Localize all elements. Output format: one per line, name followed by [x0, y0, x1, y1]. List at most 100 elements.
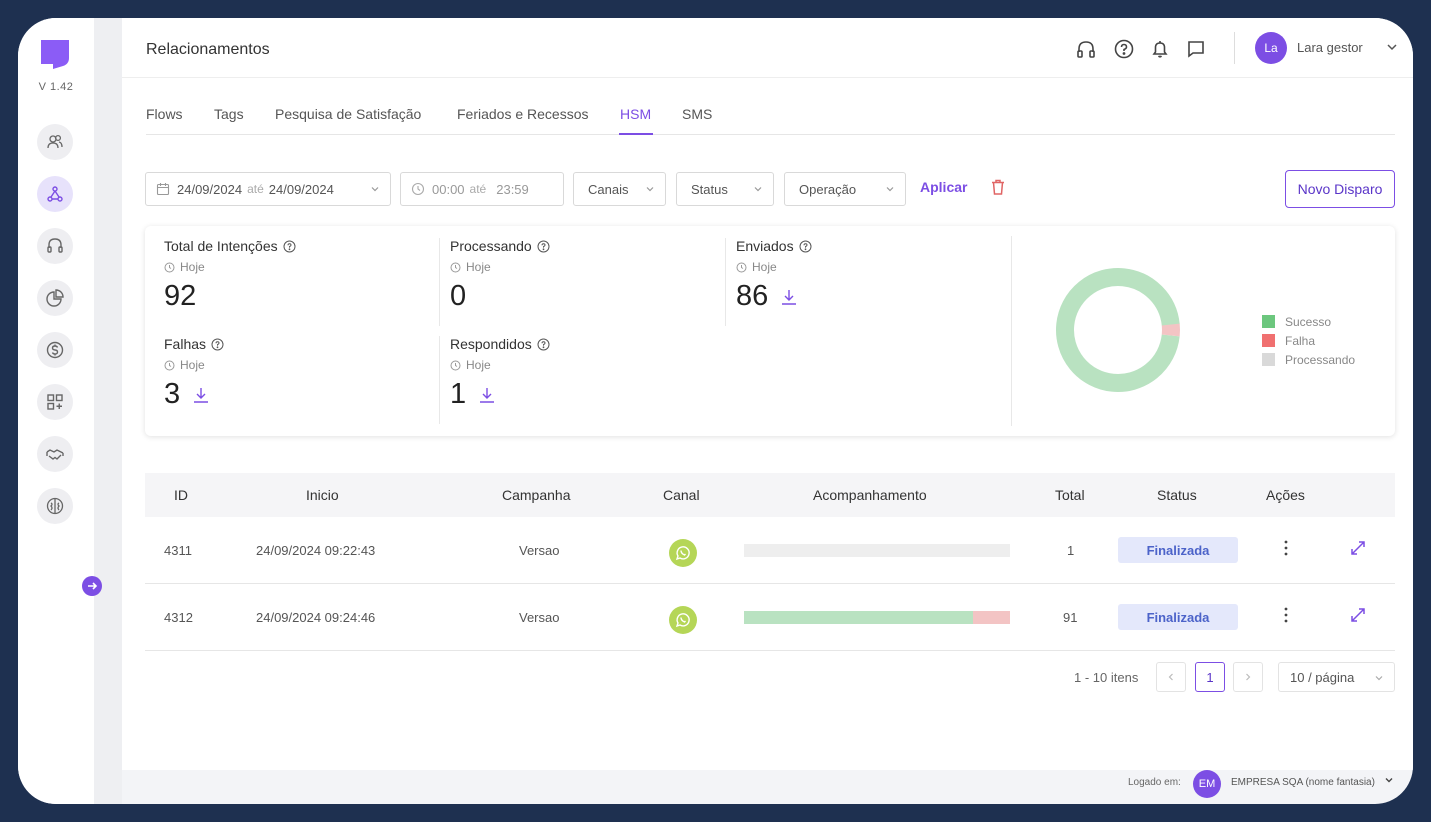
- progress-fail: [972, 611, 1010, 624]
- chevron-down-icon[interactable]: [1385, 40, 1399, 54]
- whatsapp-icon: [669, 606, 697, 634]
- app-frame: V 1.42 Relacionamentos: [18, 18, 1413, 804]
- time-to: 23:59: [496, 181, 529, 197]
- help-circle-icon[interactable]: [537, 240, 550, 253]
- tab-flows[interactable]: Flows: [146, 106, 183, 122]
- column-header-campanha[interactable]: Campanha: [502, 487, 571, 503]
- legend-swatch: [1262, 315, 1275, 328]
- logged-in-label: Logado em:: [1128, 777, 1181, 788]
- column-header-acompanhamento[interactable]: Acompanhamento: [813, 487, 927, 503]
- expand-icon[interactable]: [1349, 606, 1367, 624]
- help-circle-icon[interactable]: [211, 338, 224, 351]
- column-header-total[interactable]: Total: [1055, 487, 1085, 503]
- network-icon: [47, 186, 63, 202]
- legend-swatch: [1262, 353, 1275, 366]
- stat-respondidos: Respondidos Hoje 1: [450, 336, 550, 411]
- next-page-button[interactable]: [1233, 662, 1263, 692]
- more-vertical-icon[interactable]: [1283, 606, 1289, 624]
- chat-icon[interactable]: [1185, 38, 1207, 60]
- date-from: 24/09/2024: [177, 181, 243, 197]
- sidebar-item-reports[interactable]: [37, 280, 73, 316]
- column-header-status[interactable]: Status: [1157, 487, 1197, 503]
- date-range-picker[interactable]: 24/09/2024 até 24/09/2024: [145, 172, 391, 206]
- sidebar-item-network[interactable]: [37, 176, 73, 212]
- download-icon[interactable]: [192, 386, 210, 404]
- sidebar-item-ai[interactable]: [37, 488, 73, 524]
- sidebar-item-support[interactable]: [37, 228, 73, 264]
- bell-icon[interactable]: [1149, 38, 1171, 60]
- legend-item-sucesso: Sucesso: [1262, 312, 1355, 331]
- page-size-value: 10 / página: [1290, 669, 1355, 685]
- chevron-down-icon[interactable]: [1384, 775, 1394, 785]
- progress-success: [744, 611, 973, 624]
- tab-tags[interactable]: Tags: [214, 106, 244, 122]
- canais-placeholder: Canais: [588, 181, 629, 197]
- download-icon[interactable]: [780, 288, 798, 306]
- download-icon[interactable]: [478, 386, 496, 404]
- headset-icon: [47, 238, 63, 253]
- tab-feriados-recessos[interactable]: Feriados e Recessos: [457, 106, 589, 122]
- cell-id: 4312: [164, 610, 193, 625]
- status-badge: Finalizada: [1118, 537, 1238, 563]
- status-select[interactable]: Status: [676, 172, 774, 206]
- novo-disparo-button[interactable]: Novo Disparo: [1285, 170, 1395, 208]
- main-content: Relacionamentos La Lara gestor Flows Tag…: [122, 18, 1413, 770]
- stat-label: Processando: [450, 238, 532, 254]
- canais-select[interactable]: Canais: [573, 172, 666, 206]
- column-header-inicio[interactable]: Inicio: [306, 487, 339, 503]
- cell-campanha: Versao: [519, 543, 560, 558]
- sidebar-item-users[interactable]: [37, 124, 73, 160]
- clock-icon: [411, 182, 425, 196]
- user-name[interactable]: Lara gestor: [1297, 40, 1363, 55]
- cell-campanha: Versao: [519, 610, 560, 625]
- time-range-picker[interactable]: 00:00 até 23:59: [400, 172, 564, 206]
- time-separator: até: [469, 182, 487, 196]
- stat-period: Hoje: [180, 260, 205, 274]
- cell-inicio: 24/09/2024 09:24:46: [256, 610, 376, 625]
- company-avatar[interactable]: EM: [1193, 770, 1221, 798]
- chevron-down-icon: [646, 187, 654, 192]
- help-circle-icon[interactable]: [799, 240, 812, 253]
- table-row[interactable]: 4312 24/09/2024 09:24:46 Versao 91 Final…: [145, 584, 1395, 651]
- more-vertical-icon[interactable]: [1283, 539, 1289, 557]
- page-size-select[interactable]: 10 / página: [1278, 662, 1395, 692]
- user-avatar[interactable]: La: [1255, 32, 1287, 64]
- sidebar-item-partners[interactable]: [37, 436, 73, 472]
- arrow-right-icon: [88, 582, 98, 590]
- status-placeholder: Status: [691, 181, 728, 197]
- donut-legend: Sucesso Falha Processando: [1262, 312, 1355, 369]
- tab-pesquisa-satisfacao[interactable]: Pesquisa de Satisfação: [275, 106, 422, 122]
- headphones-icon[interactable]: [1075, 38, 1097, 60]
- app-version: V 1.42: [38, 81, 74, 93]
- operacao-select[interactable]: Operação: [784, 172, 906, 206]
- stat-label: Enviados: [736, 238, 794, 254]
- tab-sms[interactable]: SMS: [682, 106, 713, 122]
- prev-page-button[interactable]: [1156, 662, 1186, 692]
- apply-button[interactable]: Aplicar: [920, 179, 968, 195]
- stat-label: Respondidos: [450, 336, 532, 352]
- help-circle-icon[interactable]: [537, 338, 550, 351]
- sidebar-item-apps[interactable]: [37, 384, 73, 420]
- page-button-current[interactable]: 1: [1195, 662, 1225, 692]
- calendar-icon: [156, 183, 170, 196]
- donut-segment-fail: [1056, 268, 1180, 392]
- tab-hsm[interactable]: HSM: [620, 106, 652, 122]
- top-bar: Relacionamentos La Lara gestor: [122, 18, 1413, 78]
- trash-icon[interactable]: [989, 178, 1007, 196]
- company-name[interactable]: EMPRESA SQA (nome fantasia): [1231, 777, 1375, 788]
- column-header-id[interactable]: ID: [174, 487, 188, 503]
- expand-icon[interactable]: [1349, 539, 1367, 557]
- app-logo-icon[interactable]: [39, 38, 71, 70]
- table-row[interactable]: 4311 24/09/2024 09:22:43 Versao 1 Finali…: [145, 517, 1395, 584]
- sidebar-item-finance[interactable]: [37, 332, 73, 368]
- help-circle-icon[interactable]: [283, 240, 296, 253]
- clock-icon: [736, 262, 747, 272]
- column-header-canal[interactable]: Canal: [663, 487, 700, 503]
- handshake-icon: [46, 449, 64, 460]
- legend-label: Processando: [1285, 352, 1356, 367]
- stat-label: Total de Intenções: [164, 238, 278, 254]
- help-icon[interactable]: [1113, 38, 1135, 60]
- users-icon: [47, 134, 63, 149]
- expand-sidebar-button[interactable]: [82, 576, 102, 596]
- stat-total-intencoes: Total de Intenções Hoje 92: [164, 238, 296, 313]
